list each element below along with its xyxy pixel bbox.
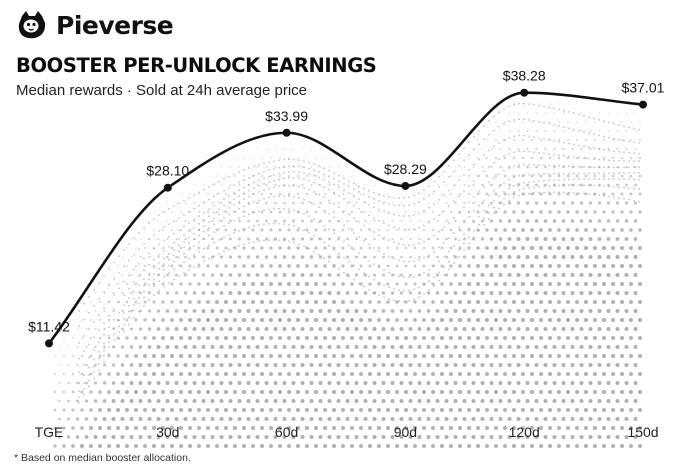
brand: Pieverse: [16, 8, 174, 42]
data-label-60d: $33.99: [265, 108, 308, 124]
data-label-tge: $11.42: [28, 318, 70, 334]
data-label-120d: $38.28: [503, 68, 546, 84]
data-label-90d: $28.29: [384, 161, 427, 177]
chart-subtitle: Median rewards · Sold at 24h average pri…: [16, 82, 307, 99]
x-tick-tge: TGE: [35, 424, 64, 440]
x-tick-30d: 30d: [156, 424, 179, 440]
dot-wave-texture: [78, 102, 640, 404]
x-tick-150d: 150d: [627, 424, 658, 440]
data-point-30d: [163, 183, 172, 192]
data-label-150d: $37.01: [622, 80, 665, 96]
halftone-area-fill: [53, 103, 642, 448]
footnote: * Based on median booster allocation.: [14, 452, 191, 464]
brand-name: Pieverse: [56, 10, 174, 40]
data-point-tge: [45, 339, 53, 348]
x-tick-90d: 90d: [394, 424, 417, 440]
chart-title: BOOSTER PER-UNLOCK EARNINGS: [16, 54, 377, 77]
x-tick-120d: 120d: [509, 424, 540, 440]
data-point-90d: [401, 181, 410, 190]
x-tick-60d: 60d: [275, 424, 298, 440]
data-label-30d: $28.10: [146, 163, 189, 179]
data-point-150d: [639, 100, 647, 109]
data-point-60d: [282, 128, 291, 137]
pieverse-logo-icon: [18, 11, 46, 39]
data-point-120d: [520, 88, 529, 97]
